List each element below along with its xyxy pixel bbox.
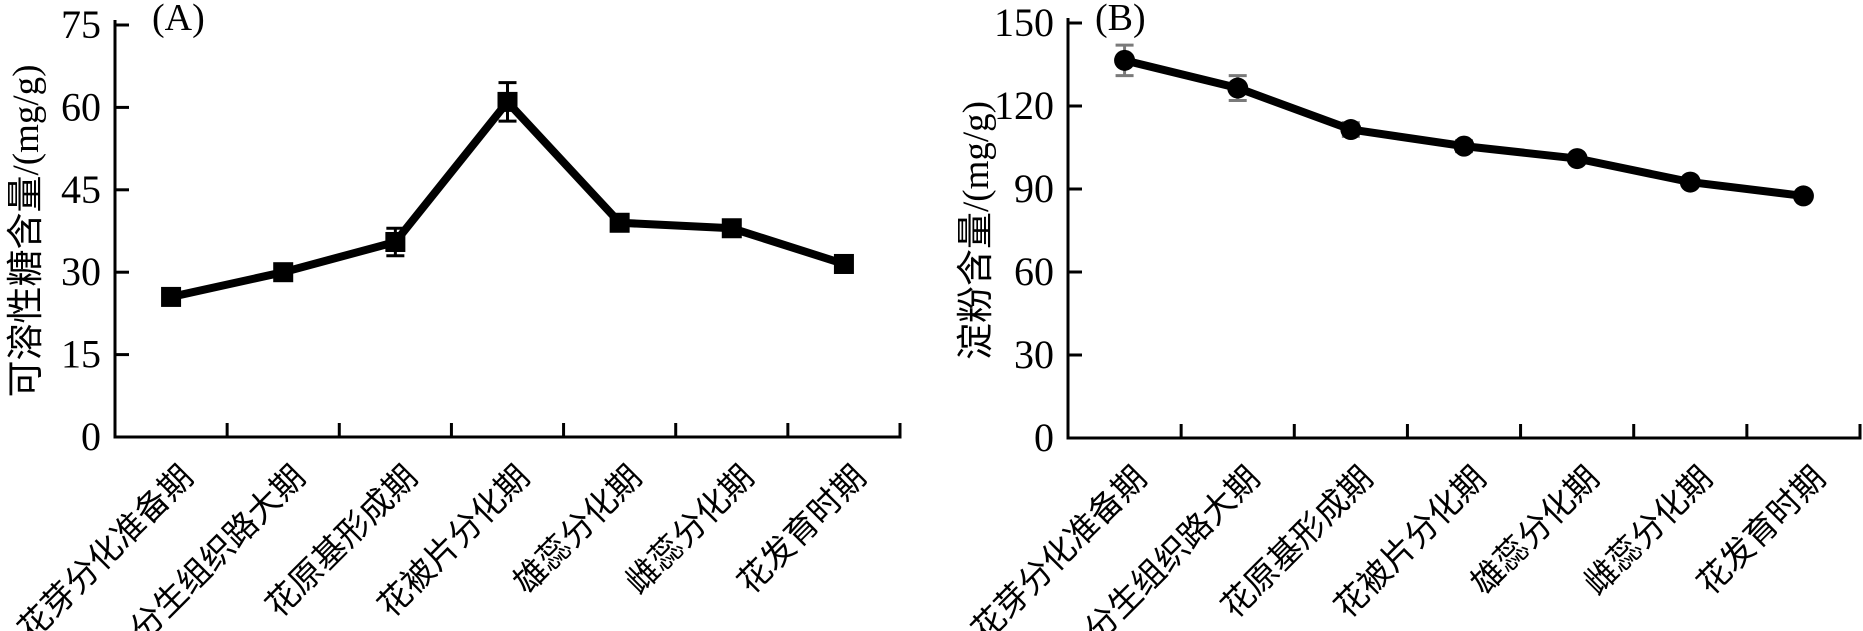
data-point <box>1453 135 1475 157</box>
data-point <box>1566 148 1588 170</box>
series-line <box>1123 56 1804 200</box>
y-tick-label: 120 <box>994 83 1054 128</box>
chart-panel-A: 01530456075花芽分化准备期分生组织路大期花原基形成期花被片分化期雄蕊分… <box>5 0 902 631</box>
data-point <box>1114 49 1136 71</box>
y-tick-label: 60 <box>1014 249 1054 294</box>
data-point <box>497 91 518 112</box>
y-tick-label: 15 <box>61 332 101 377</box>
data-point <box>609 212 630 233</box>
data-point <box>721 218 742 239</box>
data-point <box>1227 77 1249 99</box>
y-tick-label: 30 <box>61 249 101 294</box>
y-tick-label: 30 <box>1014 332 1054 377</box>
data-point <box>1340 119 1362 141</box>
chart-panel-B: 0306090120150花芽分化准备期分生组织路大期花原基形成期花被片分化期雄… <box>955 0 1862 631</box>
data-point <box>273 262 294 283</box>
y-axis-label: 淀粉含量/(mg/g) <box>955 101 997 360</box>
y-tick-label: 150 <box>994 0 1054 45</box>
data-point <box>385 231 406 252</box>
data-point <box>1792 185 1814 207</box>
y-tick-label: 45 <box>61 167 101 212</box>
y-tick-label: 60 <box>61 84 101 129</box>
y-tick-label: 0 <box>81 414 101 459</box>
data-point <box>161 286 182 307</box>
panel-title: (A) <box>152 0 205 39</box>
data-point <box>833 253 854 274</box>
y-tick-label: 75 <box>61 2 101 47</box>
data-point <box>1679 171 1701 193</box>
panel-title: (B) <box>1095 0 1146 39</box>
y-tick-label: 0 <box>1034 415 1054 460</box>
y-axis-label: 可溶性糖含量/(mg/g) <box>5 65 47 398</box>
series-line <box>170 95 846 301</box>
y-tick-label: 90 <box>1014 166 1054 211</box>
